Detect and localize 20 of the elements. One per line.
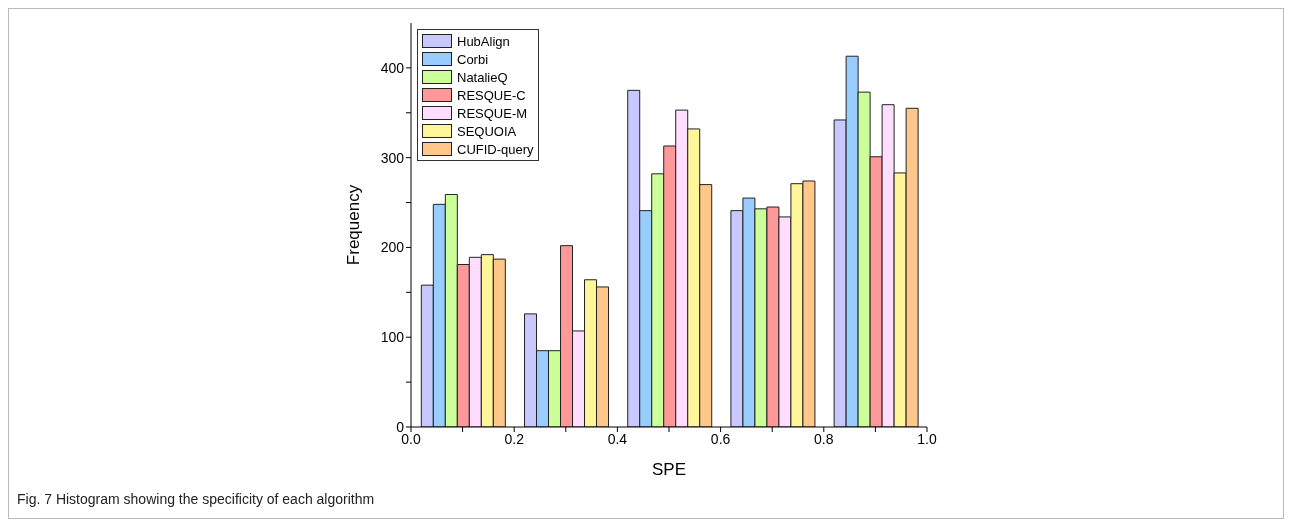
caption: Fig. 7 Histogram showing the specificity of each algorithm xyxy=(17,491,375,507)
legend-label: RESQUE-M xyxy=(457,105,528,121)
y-tick-label: 200 xyxy=(380,239,405,256)
x-tick-label: 0.8 xyxy=(814,430,834,447)
y-tick-label: 100 xyxy=(380,329,405,346)
x-tick-label: 0.6 xyxy=(710,430,731,447)
y-axis-title: Frequency xyxy=(344,184,364,266)
x-tick-label: 1.0 xyxy=(917,430,937,447)
legend-label: CUFID-query xyxy=(457,141,534,157)
y-tick-label: 0 xyxy=(396,418,405,435)
y-tick-label: 300 xyxy=(380,149,405,166)
x-axis-title: SPE xyxy=(651,460,687,479)
legend-label: HubAlign xyxy=(457,33,510,49)
legend-label: NatalieQ xyxy=(457,69,508,85)
y-tick-label: 400 xyxy=(380,59,405,76)
legend-label: RESQUE-C xyxy=(457,87,526,103)
legend-label: Corbi xyxy=(457,51,489,67)
legend-label: SEQUOIA xyxy=(457,123,517,139)
x-tick-label: 0.2 xyxy=(504,430,525,447)
x-tick-label: 0.4 xyxy=(607,430,628,447)
